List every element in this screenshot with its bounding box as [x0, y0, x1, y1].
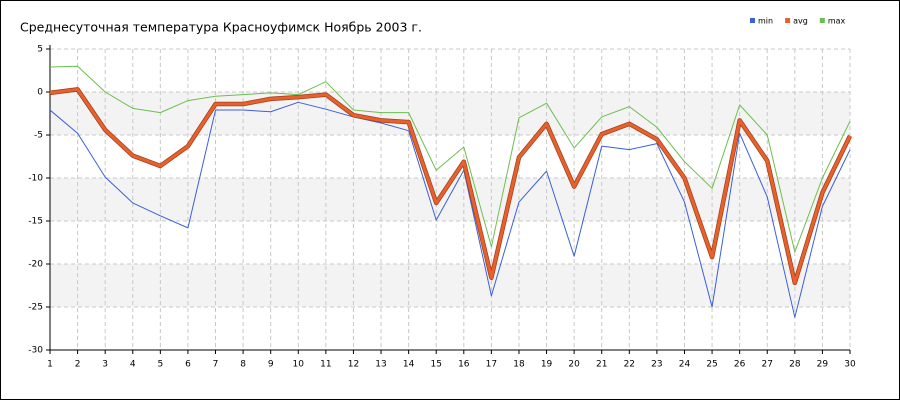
x-tick-label: 19	[541, 360, 553, 370]
x-tick-label: 11	[320, 360, 331, 370]
x-tick-label: 13	[375, 360, 386, 370]
legend-swatch	[785, 18, 791, 23]
x-tick-label: 29	[817, 360, 829, 370]
y-tick-label: -20	[28, 260, 43, 270]
x-tick-label: 9	[268, 360, 274, 370]
y-tick-label: -5	[34, 131, 43, 141]
x-tick-label: 15	[430, 360, 441, 370]
legend-label: max	[828, 17, 846, 26]
y-tick-label: -10	[28, 174, 43, 184]
y-tick-label: -30	[28, 346, 43, 356]
series-line	[49, 65, 851, 253]
grid-band	[50, 264, 850, 307]
x-tick-label: 27	[762, 360, 773, 370]
y-tick-label: -15	[28, 217, 43, 227]
x-tick-label: 5	[157, 360, 163, 370]
x-tick-label: 16	[458, 360, 470, 370]
x-tick-label: 20	[568, 360, 580, 370]
x-tick-label: 18	[513, 360, 525, 370]
legend-swatch	[819, 18, 825, 23]
x-tick-label: 24	[679, 360, 691, 370]
y-tick-label: -25	[28, 303, 43, 313]
x-tick-label: 8	[240, 360, 246, 370]
y-tick-label: 0	[37, 88, 43, 98]
x-tick-label: 25	[706, 360, 717, 370]
x-tick-label: 1	[47, 360, 53, 370]
x-tick-label: 3	[102, 360, 108, 370]
legend-label: avg	[793, 17, 808, 26]
series-line	[49, 101, 851, 318]
legend-label: min	[758, 17, 773, 26]
x-tick-label: 14	[403, 360, 415, 370]
x-tick-label: 28	[789, 360, 801, 370]
legend-swatch	[750, 18, 755, 23]
x-tick-label: 6	[185, 360, 191, 370]
x-tick-label: 21	[596, 360, 607, 370]
x-tick-label: 22	[624, 360, 635, 370]
x-tick-label: 23	[651, 360, 662, 370]
x-tick-label: 4	[130, 360, 136, 370]
chart-title: Среднесуточная температура Красноуфимск …	[20, 20, 422, 35]
x-tick-label: 7	[213, 360, 219, 370]
x-tick-label: 2	[75, 360, 81, 370]
y-tick-label: 5	[37, 45, 43, 55]
x-tick-label: 26	[734, 360, 746, 370]
x-tick-label: 17	[486, 360, 497, 370]
x-tick-label: 30	[844, 360, 856, 370]
grid-band	[50, 92, 850, 135]
x-tick-label: 10	[293, 360, 305, 370]
series-line	[49, 87, 852, 285]
x-tick-label: 12	[348, 360, 359, 370]
